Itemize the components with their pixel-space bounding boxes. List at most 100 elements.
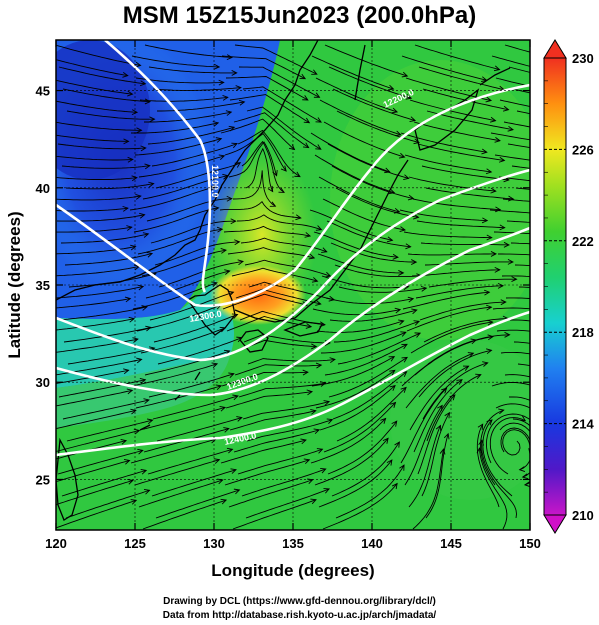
streamline <box>426 110 514 131</box>
streamline-arrow <box>585 204 590 209</box>
streamline-arrow <box>486 234 493 241</box>
streamline <box>151 143 238 167</box>
streamline-arrow <box>127 156 134 163</box>
streamline-arrow <box>306 389 314 396</box>
streamline-arrow <box>144 163 151 170</box>
streamline <box>319 385 396 431</box>
streamline <box>492 307 530 310</box>
streamline-arrow <box>490 187 497 194</box>
lat-lon-grid <box>56 40 530 530</box>
streamline <box>221 55 306 80</box>
streamline-arrow <box>481 148 488 155</box>
streamline <box>338 286 427 293</box>
streamline-arrow <box>311 343 318 350</box>
kyushu <box>239 329 269 353</box>
streamline <box>225 76 309 101</box>
streamline-arrow <box>209 185 216 191</box>
sakhalin <box>354 44 366 101</box>
streamline-arrow <box>387 84 395 91</box>
streamline <box>56 214 145 222</box>
streamline-arrow <box>234 239 241 246</box>
streamline <box>234 364 322 376</box>
colorbar-top-arrow <box>543 39 567 59</box>
streamline-arrow <box>401 356 408 363</box>
streamline <box>418 66 505 91</box>
streamline <box>238 66 320 98</box>
streamline <box>139 96 228 102</box>
streamline-arrow <box>511 276 518 282</box>
streamline <box>489 209 530 214</box>
streamline <box>246 419 333 442</box>
streamline-arrow <box>590 224 595 229</box>
streamline <box>335 464 405 519</box>
streamline-arrow <box>403 174 410 181</box>
streamline-arrow <box>135 61 142 68</box>
colorbar-tick-label: 222 <box>572 234 594 249</box>
x-tick-label: 150 <box>519 536 541 551</box>
streamline-arrow <box>232 394 239 401</box>
streamline-arrow <box>486 419 493 426</box>
streamline <box>336 110 420 143</box>
streamline <box>510 319 530 322</box>
streamline-arrow <box>220 247 227 254</box>
streamline <box>157 101 245 112</box>
streamline <box>56 207 128 212</box>
streamline-arrow <box>576 406 581 411</box>
streamline <box>503 121 530 128</box>
streamline <box>56 460 130 483</box>
streamline-arrow <box>139 80 147 87</box>
streamline <box>507 143 530 149</box>
x-axis-ticks: 120 125 130 135 140 145 150 <box>45 40 541 551</box>
streamline-arrow <box>581 114 586 119</box>
streamline-arrow <box>405 243 412 250</box>
streamline <box>310 418 386 464</box>
streamline-arrow <box>401 343 408 350</box>
x-tick-label: 140 <box>361 536 383 551</box>
streamline-arrow <box>303 458 311 465</box>
streamline-arrow <box>435 424 442 432</box>
streamline <box>405 352 474 409</box>
streamline <box>56 285 144 299</box>
streamline <box>322 483 398 530</box>
streamline-arrow <box>127 479 134 485</box>
streamline <box>332 88 416 121</box>
streamline <box>131 55 220 68</box>
streamline-arrow <box>272 170 278 177</box>
streamline <box>153 314 238 343</box>
streamline-arrow <box>321 247 328 253</box>
streamline <box>404 154 492 173</box>
streamline <box>330 242 417 263</box>
streamline-arrow <box>122 71 129 78</box>
streamline-arrow <box>398 270 405 276</box>
streamline-arrow <box>572 75 577 80</box>
streamline-arrow <box>391 420 398 427</box>
streamline-arrow <box>213 63 221 70</box>
streamline-arrow <box>494 206 502 213</box>
streamline <box>405 77 492 101</box>
streamline-arrow <box>504 331 511 338</box>
streamline <box>499 99 530 107</box>
streamline <box>229 94 310 124</box>
streamline <box>155 489 240 519</box>
streamline <box>219 201 301 219</box>
streamline <box>491 55 530 67</box>
streamline <box>412 449 444 530</box>
streamline-arrow <box>409 116 417 122</box>
streamline <box>242 401 330 420</box>
streamline <box>135 77 224 84</box>
streamline-arrow <box>303 117 311 124</box>
streamline <box>400 387 447 464</box>
streamline-arrow <box>388 356 396 362</box>
streamline-arrow <box>389 384 396 391</box>
streamline-arrow <box>411 259 418 265</box>
streamline-arrow <box>320 467 327 474</box>
streamline-arrow <box>123 138 130 145</box>
streamline <box>63 326 151 343</box>
streamline-arrow <box>212 121 220 127</box>
streamline-arrow <box>218 154 226 161</box>
streamline <box>140 327 226 354</box>
streamline-arrow <box>489 116 497 123</box>
streamline <box>404 405 443 486</box>
streamline <box>58 66 146 85</box>
streamline-arrow <box>145 325 152 332</box>
